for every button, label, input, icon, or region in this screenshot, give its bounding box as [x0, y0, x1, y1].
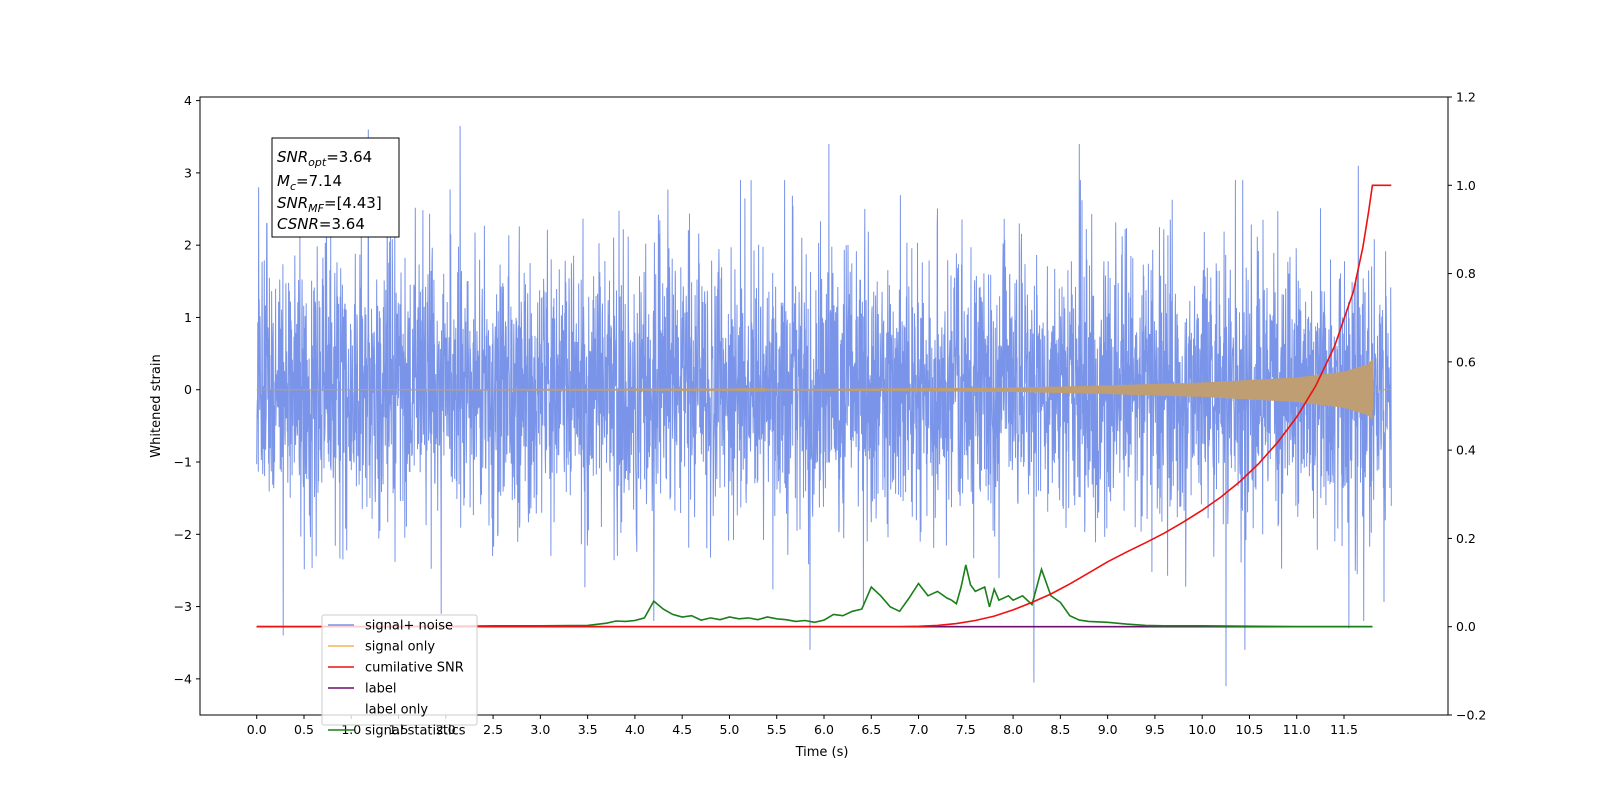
legend-label: cumilative SNR [365, 661, 464, 676]
x-tick-label: 2.5 [483, 722, 503, 737]
y2-tick-label: 0.4 [1456, 443, 1476, 458]
y-tick-label: 3 [184, 165, 192, 180]
svg-text:CSNR=3.64: CSNR=3.64 [277, 215, 365, 233]
y-tick-label: 4 [184, 93, 192, 108]
y-tick-label: −4 [174, 671, 192, 686]
x-tick-label: 4.5 [672, 722, 692, 737]
y-axis-label: Whitened strain [149, 354, 164, 457]
legend-label: signal statistics [365, 724, 466, 739]
x-axis-label: Time (s) [795, 745, 849, 760]
x-tick-label: 6.5 [861, 722, 881, 737]
x-tick-label: 10.0 [1188, 722, 1216, 737]
series-cumilative-snr [256, 184, 1392, 628]
legend-label: label only [365, 703, 428, 718]
y2-tick-label: 0.0 [1456, 619, 1476, 634]
x-tick-label: 4.0 [625, 722, 645, 737]
legend-label: signal+ noise [365, 619, 453, 634]
y2-tick-label: 1.0 [1456, 178, 1476, 193]
x-tick-label: 8.5 [1050, 722, 1070, 737]
x-tick-label: 7.5 [956, 722, 976, 737]
info-box: SNRopt=3.64 Mc=7.14 SNRMF=[4.43] CSNR=3.… [271, 137, 400, 238]
x-tick-label: 0.5 [294, 722, 314, 737]
y2-tick-label: 1.2 [1456, 90, 1476, 105]
x-tick-label: 3.0 [530, 722, 550, 737]
x-tick-label: 10.5 [1236, 722, 1264, 737]
svg-text:Mc=7.14: Mc=7.14 [277, 172, 342, 193]
info-snr-mf: =[4.43] [324, 194, 382, 212]
info-snr-opt: =3.64 [326, 148, 372, 166]
x-tick-label: 8.0 [1003, 722, 1023, 737]
x-tick-label: 9.5 [1145, 722, 1165, 737]
legend-label: signal only [365, 640, 435, 655]
y-tick-label: −3 [174, 599, 192, 614]
y-tick-label: −1 [174, 455, 192, 470]
info-csnr: =3.64 [319, 215, 365, 233]
legend-label: label [365, 682, 396, 697]
svg-text:SNRopt=3.64: SNRopt=3.64 [277, 148, 372, 169]
x-tick-label: 3.5 [578, 722, 598, 737]
x-tick-label: 11.5 [1330, 722, 1358, 737]
y2-tick-label: 0.2 [1456, 531, 1476, 546]
x-tick-label: 7.0 [909, 722, 929, 737]
x-tick-label: 0.0 [247, 722, 267, 737]
y-tick-label: 1 [184, 310, 192, 325]
y2-tick-label: 0.8 [1456, 266, 1476, 281]
x-tick-label: 5.0 [720, 722, 740, 737]
y2-tick-label: −0.2 [1456, 708, 1486, 723]
info-mc: =7.14 [296, 172, 342, 190]
series-signal-only [256, 359, 1392, 420]
x-tick-label: 2.0 [436, 722, 456, 737]
x-tick-label: 9.0 [1098, 722, 1118, 737]
svg-text:SNRMF=[4.43]: SNRMF=[4.43] [277, 194, 382, 215]
legend: signal+ noise signal only cumilative SNR la… [321, 614, 478, 739]
y-tick-label: 2 [184, 238, 192, 253]
y2-tick-label: 0.6 [1456, 354, 1476, 369]
x-tick-label: 11.0 [1283, 722, 1311, 737]
x-tick-label: 1.5 [389, 722, 409, 737]
series-signal-noise [256, 125, 1392, 687]
x-tick-label: 5.5 [767, 722, 787, 737]
series-signal-statistics [256, 564, 1373, 628]
y-tick-label: 0 [184, 382, 192, 397]
y-tick-label: −2 [174, 527, 192, 542]
x-tick-label: 6.0 [814, 722, 834, 737]
